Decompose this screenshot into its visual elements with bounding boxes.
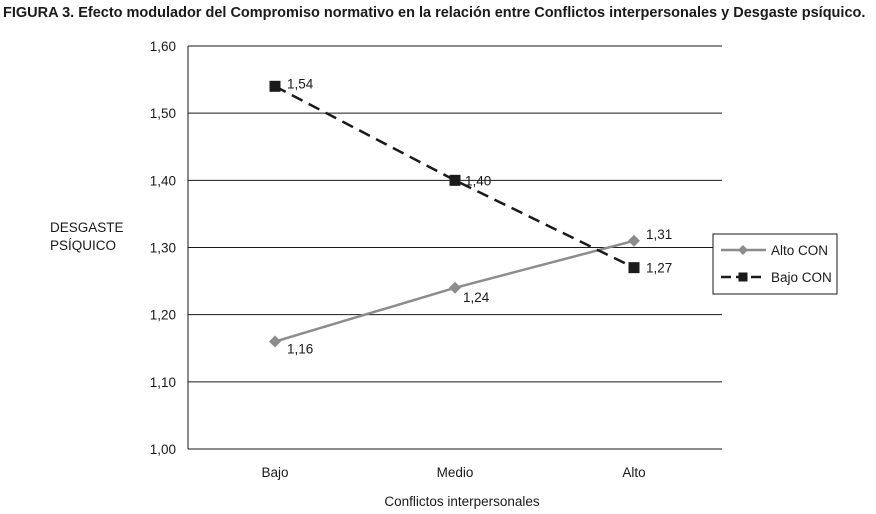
y-tick-label: 1,40: [150, 173, 176, 188]
legend: Alto CON Bajo CON: [712, 233, 838, 295]
data-point-square: [269, 80, 281, 92]
series-line: [274, 85, 635, 269]
y-tick-label: 1,00: [150, 442, 176, 457]
legend-marker-diamond: [738, 245, 748, 255]
y-tick-label: 1,50: [150, 106, 176, 121]
data-label: 1,27: [646, 261, 672, 276]
data-label: 1,31: [646, 227, 672, 242]
x-tick-label: Alto: [622, 465, 645, 480]
legend-marker-square: [738, 272, 748, 282]
x-axis-ticks: Bajo Medio Alto: [261, 465, 645, 480]
data-point-diamond: [449, 281, 461, 294]
series-alto-con: 1,16 1,24 1,31: [269, 227, 672, 357]
chart-title: FIGURA 3. Efecto modulador del Compromis…: [3, 5, 865, 21]
data-label: 1,54: [287, 76, 314, 91]
data-point-diamond: [628, 234, 640, 247]
y-axis-label-line-2: PSÍQUICO: [50, 238, 116, 253]
data-point-square: [449, 174, 461, 186]
data-point-diamond: [269, 335, 281, 348]
legend-box: [712, 233, 838, 295]
data-label: 1,24: [463, 290, 490, 305]
y-tick-label: 1,30: [150, 241, 176, 256]
y-tick-label: 1,20: [150, 308, 176, 323]
data-point-square: [628, 262, 640, 274]
x-tick-label: Bajo: [261, 465, 288, 480]
y-tick-label: 1,60: [150, 39, 176, 54]
y-tick-label: 1,10: [150, 375, 176, 390]
y-axis-ticks: 1,00 1,10 1,20 1,30 1,40 1,50 1,60: [150, 39, 176, 457]
x-axis-label: Conflictos interpersonales: [384, 494, 540, 509]
legend-label: Alto CON: [771, 243, 828, 258]
legend-label: Bajo CON: [771, 270, 832, 285]
data-label: 1,16: [287, 342, 313, 357]
y-axis-label-line-1: DESGASTE: [50, 220, 124, 235]
x-tick-label: Medio: [437, 465, 474, 480]
grid: [188, 45, 722, 450]
series-plot: 1,16 1,24 1,31 1,54 1,40 1,27: [269, 76, 672, 357]
series-bajo-con: 1,54 1,40 1,27: [269, 76, 672, 276]
data-label: 1,40: [465, 173, 491, 188]
